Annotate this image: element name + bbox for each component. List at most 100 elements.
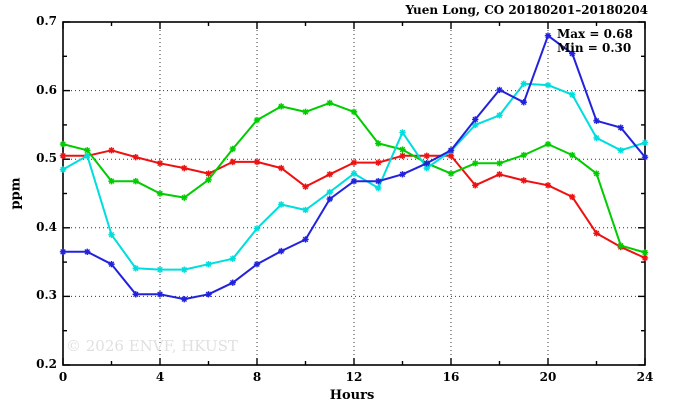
plot-border bbox=[62, 21, 646, 366]
data-point-marker-day-1-red bbox=[641, 254, 649, 262]
data-point-marker-day-3-cyan bbox=[205, 260, 212, 268]
data-point-marker-day-4-blue bbox=[326, 195, 333, 203]
data-point-marker-day-1-red bbox=[375, 159, 382, 166]
data-point-marker-day-3-cyan bbox=[496, 112, 503, 119]
data-point-marker-day-1-red bbox=[472, 182, 479, 189]
data-point-marker-day-4-blue bbox=[375, 177, 382, 185]
data-point-marker-day-4-blue bbox=[205, 291, 212, 298]
data-point-marker-day-1-red bbox=[59, 152, 67, 159]
data-point-marker-day-4-blue bbox=[423, 160, 430, 167]
data-point-marker-day-2-green bbox=[496, 160, 503, 167]
data-point-marker-day-4-blue bbox=[108, 260, 115, 268]
data-point-marker-day-4-blue bbox=[617, 124, 624, 131]
data-point-marker-day-4-blue bbox=[593, 117, 600, 124]
y-tick-label: 0.4 bbox=[36, 219, 57, 234]
data-point-marker-day-1-red bbox=[132, 153, 139, 161]
data-point-marker-day-4-blue bbox=[302, 236, 309, 243]
data-point-marker-day-1-red bbox=[593, 230, 600, 237]
data-point-marker-day-1-red bbox=[399, 152, 406, 159]
data-point-marker-day-1-red bbox=[181, 164, 188, 172]
data-point-marker-day-3-cyan bbox=[229, 255, 236, 262]
data-point-marker-day-3-cyan bbox=[302, 206, 309, 214]
data-point-marker-day-1-red bbox=[544, 182, 552, 189]
data-point-marker-day-2-green bbox=[181, 194, 188, 201]
x-tick-label: 4 bbox=[155, 370, 165, 384]
data-point-marker-day-4-blue bbox=[229, 279, 236, 286]
data-point-marker-day-2-green bbox=[472, 160, 479, 167]
data-point-marker-day-2-green bbox=[59, 140, 67, 148]
data-point-marker-day-2-green bbox=[569, 151, 576, 159]
x-tick-label: 16 bbox=[442, 370, 460, 384]
data-point-marker-day-3-cyan bbox=[108, 231, 115, 238]
data-point-marker-day-2-green bbox=[278, 103, 285, 110]
data-point-marker-day-4-blue bbox=[544, 32, 552, 39]
data-point-marker-day-2-green bbox=[593, 170, 600, 177]
data-point-marker-day-2-green bbox=[132, 177, 139, 185]
data-point-marker-day-3-cyan bbox=[156, 266, 164, 273]
y-tick-label: 0.2 bbox=[36, 357, 57, 371]
data-point-marker-day-4-blue bbox=[59, 248, 67, 256]
data-point-marker-day-4-blue bbox=[399, 171, 406, 178]
x-axis-label: Hours bbox=[329, 388, 375, 403]
y-tick-label: 0.6 bbox=[36, 82, 57, 97]
data-point-marker-day-4-blue bbox=[253, 260, 261, 268]
data-point-marker-day-2-green bbox=[544, 140, 552, 148]
data-point-marker-day-2-green bbox=[520, 151, 527, 159]
data-point-marker-day-4-blue bbox=[350, 177, 358, 185]
data-point-marker-day-2-green bbox=[229, 145, 236, 153]
data-point-marker-day-4-blue bbox=[641, 153, 649, 161]
data-point-marker-day-2-green bbox=[253, 116, 261, 124]
data-point-marker-day-1-red bbox=[253, 158, 261, 166]
data-point-marker-day-3-cyan bbox=[399, 129, 406, 136]
watermark: © 2026 ENVF, HKUST bbox=[66, 337, 238, 355]
data-point-marker-day-2-green bbox=[205, 176, 212, 183]
x-tick-label: 8 bbox=[252, 370, 262, 384]
y-tick-label: 0.7 bbox=[36, 14, 57, 28]
data-point-marker-day-3-cyan bbox=[84, 152, 91, 159]
data-point-marker-day-3-cyan bbox=[593, 134, 600, 142]
data-point-marker-day-4-blue bbox=[84, 248, 91, 256]
chart-title: Yuen Long, CO 20180201–20180204 bbox=[405, 3, 648, 17]
data-point-marker-day-2-green bbox=[375, 140, 382, 147]
y-axis-label: ppm bbox=[8, 177, 24, 210]
data-point-marker-day-3-cyan bbox=[544, 81, 552, 89]
data-point-marker-day-3-cyan bbox=[375, 184, 382, 192]
max-min-annotation: Max = 0.68 Min = 0.30 bbox=[557, 27, 633, 55]
data-point-marker-day-1-red bbox=[302, 183, 309, 190]
max-annotation: Max = 0.68 bbox=[557, 27, 633, 41]
data-point-marker-day-1-red bbox=[278, 164, 285, 172]
data-point-marker-day-4-blue bbox=[569, 50, 576, 57]
data-point-marker-day-2-green bbox=[641, 249, 649, 256]
x-tick-label: 24 bbox=[636, 370, 654, 384]
data-point-marker-day-3-cyan bbox=[326, 188, 333, 196]
data-point-marker-day-3-cyan bbox=[253, 225, 261, 232]
data-point-marker-day-1-red bbox=[520, 177, 527, 184]
data-point-marker-day-1-red bbox=[108, 147, 115, 154]
data-point-marker-day-3-cyan bbox=[472, 121, 479, 129]
data-point-marker-day-4-blue bbox=[132, 291, 139, 298]
data-point-marker-day-1-red bbox=[156, 160, 164, 167]
data-point-marker-day-2-green bbox=[108, 177, 115, 185]
data-point-marker-day-4-blue bbox=[278, 247, 285, 255]
data-point-marker-day-2-green bbox=[326, 99, 333, 107]
data-point-marker-day-1-red bbox=[229, 158, 236, 166]
data-point-marker-day-1-red bbox=[569, 193, 576, 201]
data-point-marker-day-4-blue bbox=[181, 295, 188, 303]
min-annotation: Min = 0.30 bbox=[557, 41, 632, 55]
series-line-day-4-blue bbox=[63, 34, 646, 301]
data-point-marker-day-4-blue bbox=[496, 86, 503, 94]
data-point-marker-day-1-red bbox=[326, 171, 333, 178]
x-tick-label: 0 bbox=[58, 370, 68, 384]
data-point-marker-day-4-blue bbox=[520, 99, 527, 106]
data-point-marker-day-3-cyan bbox=[520, 80, 527, 87]
data-point-marker-day-2-green bbox=[447, 170, 455, 177]
data-point-marker-day-4-blue bbox=[472, 116, 479, 123]
data-point-marker-day-4-blue bbox=[156, 291, 164, 298]
data-point-marker-day-2-green bbox=[399, 146, 406, 153]
data-point-marker-day-2-green bbox=[84, 147, 91, 154]
data-point-marker-day-3-cyan bbox=[617, 147, 624, 154]
x-tick-label: 12 bbox=[345, 370, 363, 384]
y-tick-label: 0.5 bbox=[36, 151, 57, 166]
data-point-marker-day-1-red bbox=[496, 171, 503, 178]
data-point-marker-day-2-green bbox=[617, 242, 624, 249]
